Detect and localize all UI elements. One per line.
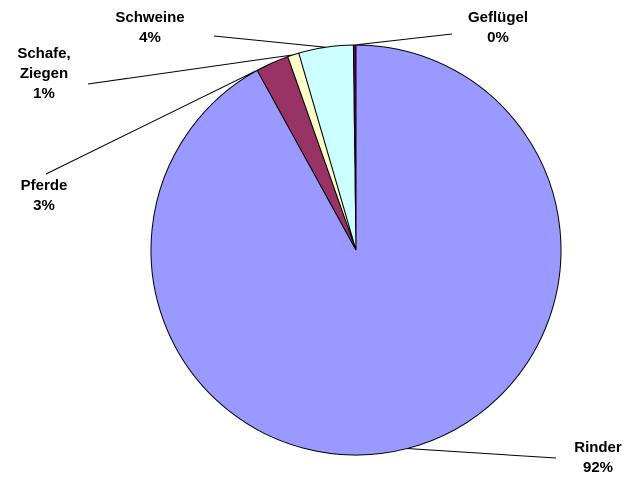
pie-slices <box>150 44 562 456</box>
leader-line-schweine <box>213 35 326 48</box>
leader-lines <box>45 33 557 459</box>
slice-label-pferde: Pferde 3% <box>21 177 68 214</box>
leader-line-gefl-gel <box>354 33 453 46</box>
slice-label-gefl-gel: Geflügel 0% <box>468 9 528 46</box>
leader-line-schafe-ziegen <box>87 54 294 85</box>
slice-labels: Rinder 92% Pferde 3% Schafe, Ziegen 1% Schweine… <box>17 9 622 476</box>
slice-label-rinder: Rinder 92% <box>574 439 622 476</box>
slice-label-schafe-ziegen: Schafe, Ziegen 1% <box>17 45 70 102</box>
slice-label-schweine: Schweine 4% <box>115 9 184 46</box>
leader-line-pferde <box>45 62 273 175</box>
leader-line-rinder <box>406 448 557 459</box>
